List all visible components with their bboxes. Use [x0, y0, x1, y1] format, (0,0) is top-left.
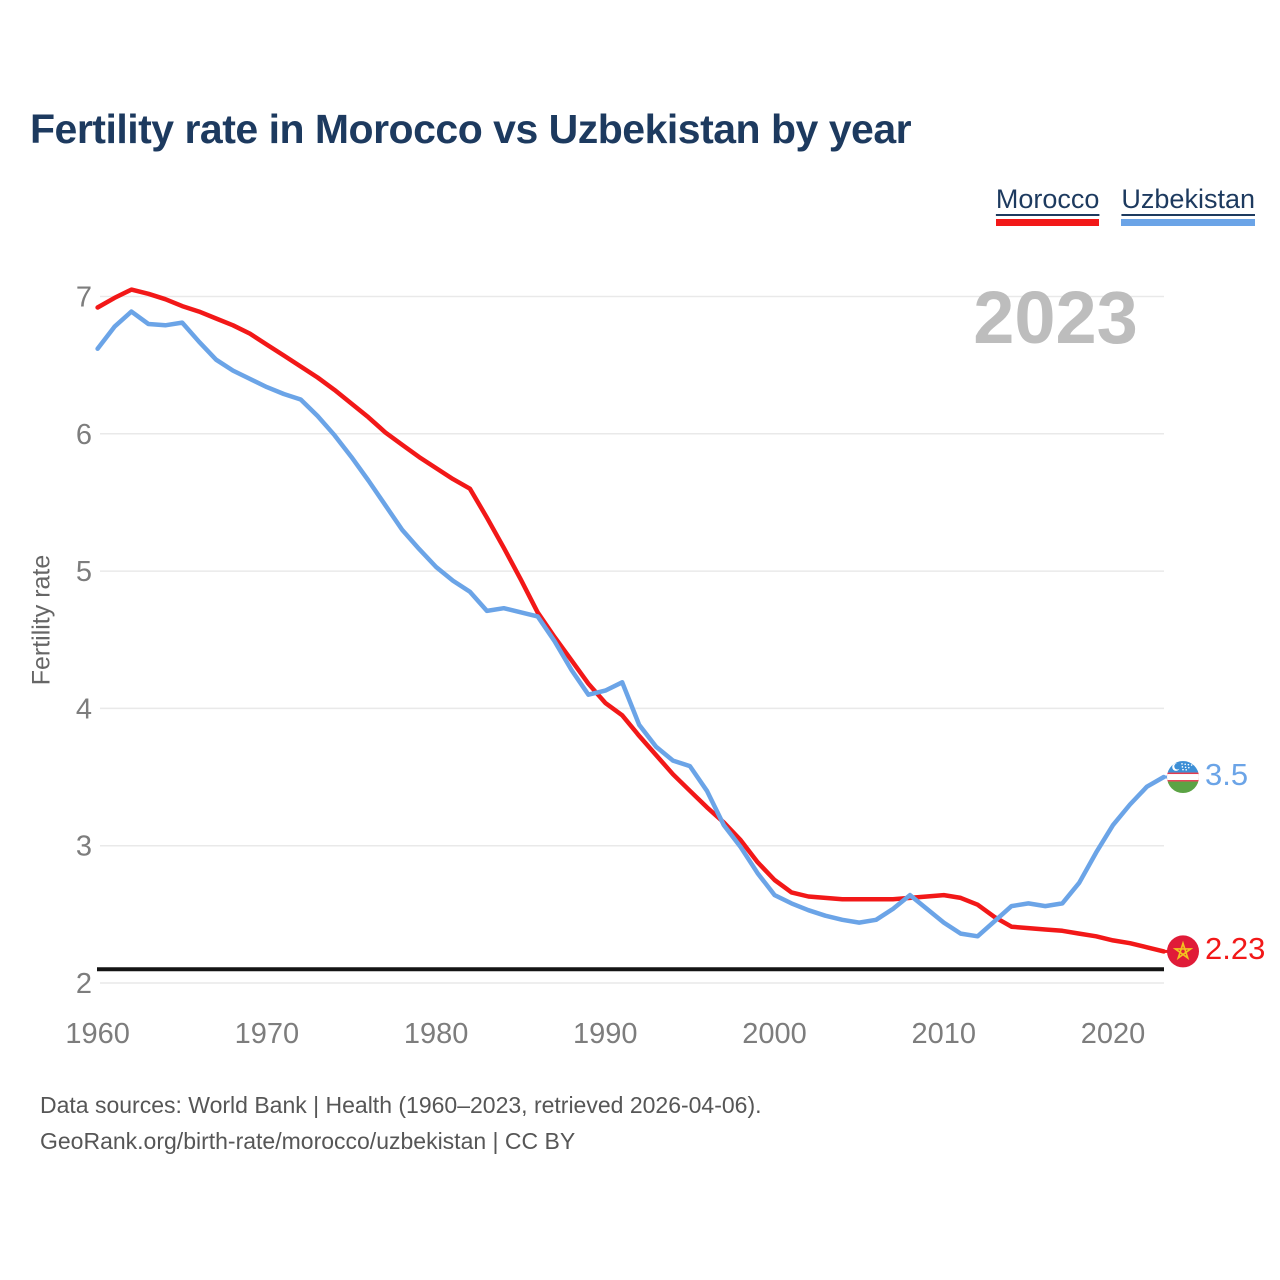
x-tick-2000: 2000 [742, 1018, 807, 1050]
morocco-flag-icon [1167, 935, 1199, 968]
x-tick-1970: 1970 [235, 1018, 300, 1050]
morocco-line[interactable] [95, 287, 1167, 954]
legend-label-morocco: Morocco [995, 184, 1100, 214]
morocco-end-value: 2.23 [1205, 931, 1266, 966]
y-tick-2: 2 [76, 968, 92, 1000]
legend-item-morocco[interactable]: Morocco [995, 184, 1100, 226]
y-tick-5: 5 [76, 556, 92, 588]
uzbekistan-flag-icon [1167, 761, 1199, 794]
footer: Data sources: World Bank | Health (1960–… [40, 1087, 762, 1159]
x-tick-2010: 2010 [912, 1018, 977, 1050]
year-watermark: 2023 [973, 276, 1138, 359]
uzbekistan-end-value: 3.5 [1205, 757, 1249, 792]
legend: Morocco Uzbekistan [995, 184, 1255, 226]
legend-label-uzbekistan: Uzbekistan [1121, 184, 1255, 214]
x-tick-1960: 1960 [65, 1018, 130, 1050]
footer-attribution-line: GeoRank.org/birth-rate/morocco/uzbekista… [40, 1128, 576, 1154]
x-tick-1980: 1980 [404, 1018, 469, 1050]
y-tick-4: 4 [76, 693, 92, 725]
y-tick-7: 7 [76, 282, 92, 314]
page-title: Fertility rate in Morocco vs Uzbekistan … [30, 106, 912, 152]
y-tick-3: 3 [76, 831, 92, 863]
x-tick-1990: 1990 [573, 1018, 638, 1050]
legend-item-uzbekistan[interactable]: Uzbekistan [1121, 184, 1255, 226]
uzbekistan-line[interactable] [95, 309, 1167, 939]
x-tick-2020: 2020 [1081, 1018, 1146, 1050]
footer-sources-line: Data sources: World Bank | Health (1960–… [40, 1092, 762, 1118]
y-tick-6: 6 [76, 419, 92, 451]
